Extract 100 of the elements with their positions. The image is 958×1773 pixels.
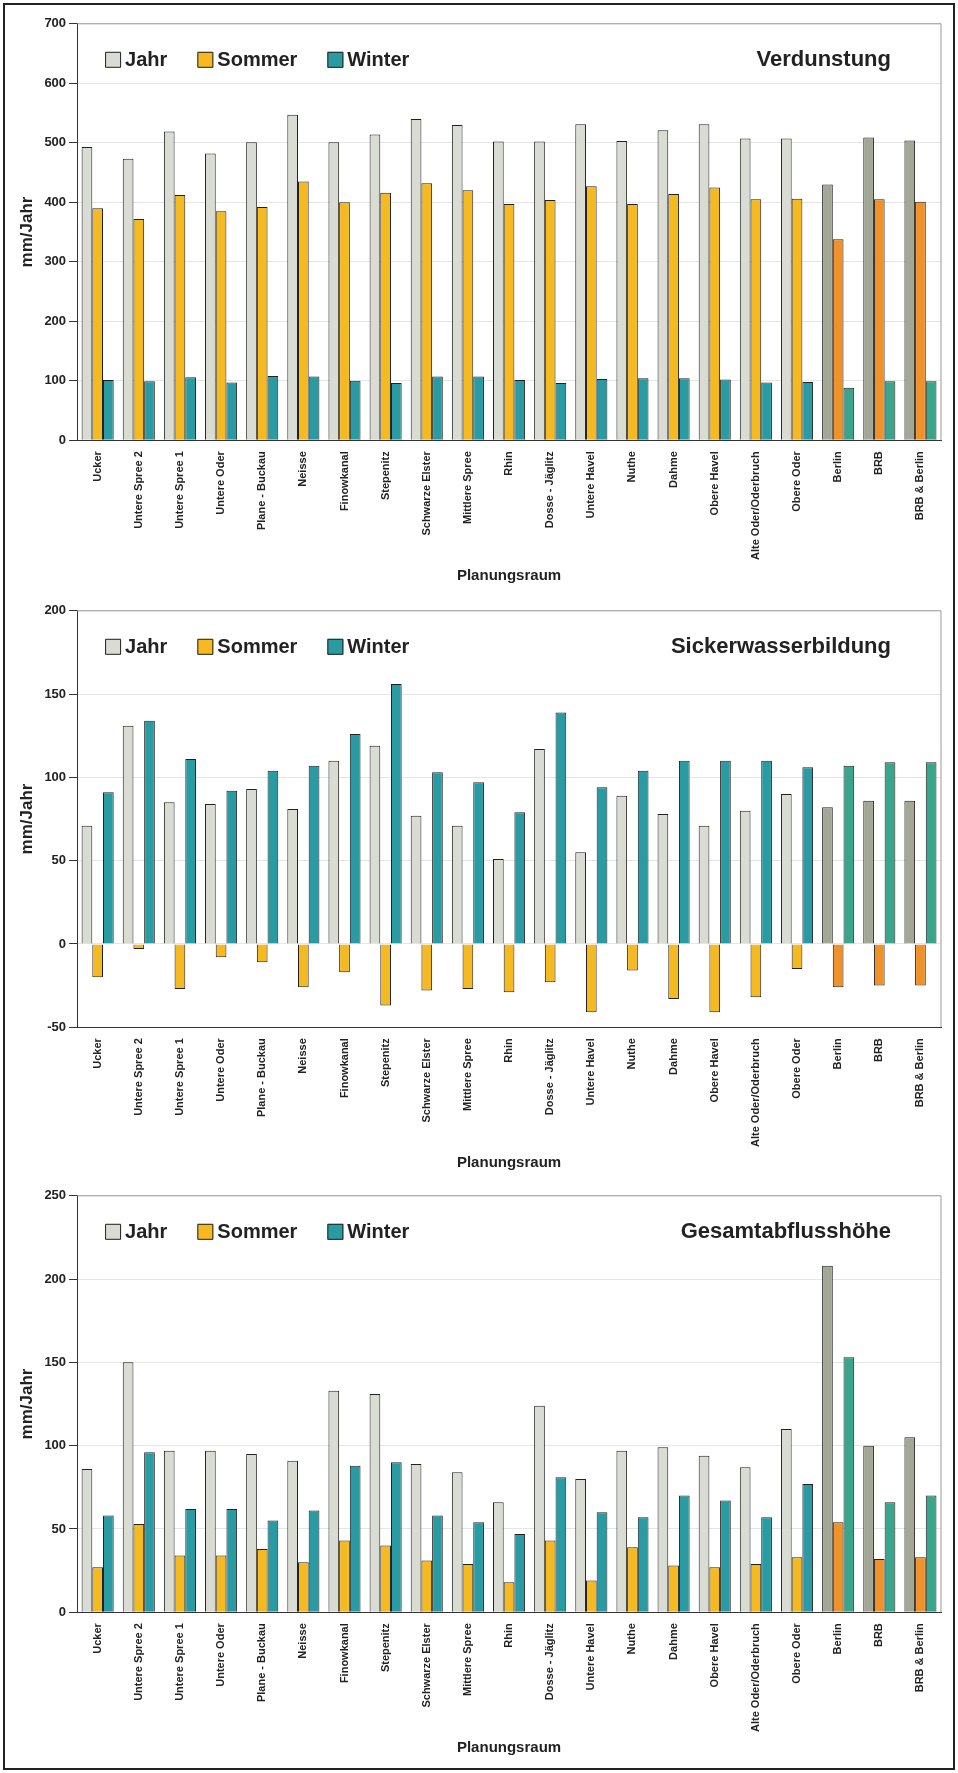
y-tick-label: 100 <box>44 768 67 784</box>
x-tick-label: Neisse <box>296 1623 309 1659</box>
x-tick-label: Dahme <box>666 1038 679 1075</box>
text: Sickerwasserbildung <box>670 632 891 658</box>
x-tick-label: Berlin <box>831 1037 844 1070</box>
x-tick-label: Schwarze Elster <box>419 1622 432 1708</box>
y-axis-title: mm/Jahr <box>16 1368 36 1440</box>
x-tick-label: Obere Havel <box>707 451 720 516</box>
x-tick-label: Finowkanal <box>337 1623 350 1684</box>
y-tick-label: 50 <box>51 852 67 868</box>
x-tick-label: Untere Spree 1 <box>172 1623 185 1701</box>
x-tick-label: Stepenitz <box>378 1622 391 1673</box>
x-tick-label: Obere Oder <box>790 450 803 512</box>
x-tick-label: Finowkanal <box>337 451 350 512</box>
x-tick-label: BRB <box>872 451 885 476</box>
x-tick-label: Plane - Buckau <box>255 1623 268 1703</box>
legend-label: Winter <box>347 48 410 71</box>
y-tick-label: -50 <box>47 1018 67 1034</box>
y-axis-title: mm/Jahr <box>16 783 36 855</box>
y-tick-label: 0 <box>58 431 67 447</box>
x-tick-label: Schwarze Elster <box>419 1037 432 1123</box>
x-tick-label: Untere Spree 2 <box>131 1623 144 1701</box>
text: Gesamtabflusshöhe <box>680 1217 891 1243</box>
x-tick-label: Alte Oder/Oderbruch <box>748 1037 761 1147</box>
x-tick-label: Stepenitz <box>378 450 391 501</box>
y-tick-label: 200 <box>44 312 67 328</box>
x-tick-label: Rhin <box>502 1622 515 1648</box>
x-tick-label: Mittlere Spree <box>460 1038 473 1111</box>
legend-label: Winter <box>347 635 410 658</box>
legend-label: Sommer <box>217 1220 298 1243</box>
x-tick-label: Stepenitz <box>378 1037 391 1088</box>
text: Verdunstung <box>756 45 891 71</box>
x-tick-label: Untere Havel <box>584 1038 597 1106</box>
x-tick-label: Untere Spree 2 <box>131 451 144 529</box>
legend-label: Winter <box>347 1220 410 1243</box>
x-tick-label: BRB <box>872 1038 885 1063</box>
x-tick-label: BRB & Berlin <box>913 1622 926 1693</box>
x-tick-label: Obere Oder <box>790 1037 803 1099</box>
x-tick-label: Ucker <box>90 450 103 482</box>
x-tick-label: Untere Spree 2 <box>131 1038 144 1116</box>
x-tick-label: Nuthe <box>625 1623 638 1655</box>
x-tick-label: Nuthe <box>625 1038 638 1070</box>
x-tick-label: Untere Spree 1 <box>172 451 185 529</box>
x-tick-label: Neisse <box>296 451 309 487</box>
x-tick-label: Dahme <box>666 451 679 488</box>
x-tick-label: Finowkanal <box>337 1038 350 1099</box>
x-tick-label: Dosse - Jäglitz <box>543 1037 556 1116</box>
x-tick-label: Untere Oder <box>214 450 227 515</box>
y-tick-label: 400 <box>44 193 67 209</box>
y-tick-label: 150 <box>44 685 67 701</box>
x-tick-label: Nuthe <box>625 451 638 483</box>
x-tick-label: Schwarze Elster <box>419 450 432 536</box>
x-tick-label: Dosse - Jäglitz <box>543 1622 556 1701</box>
y-tick-label: 700 <box>44 15 67 31</box>
y-tick-label: 250 <box>44 1187 67 1203</box>
x-tick-label: BRB & Berlin <box>913 1037 926 1108</box>
y-tick-label: 0 <box>58 1603 67 1619</box>
y-tick-label: 100 <box>44 372 67 388</box>
x-tick-label: Untere Oder <box>214 1037 227 1102</box>
x-tick-label: Berlin <box>831 1622 844 1655</box>
y-tick-label: 600 <box>44 74 67 90</box>
x-tick-label: Obere Havel <box>707 1623 720 1688</box>
x-tick-label: BRB <box>872 1623 885 1648</box>
x-tick-label: Untere Oder <box>214 1622 227 1687</box>
legend-label: Sommer <box>217 48 298 71</box>
x-tick-label: BRB & Berlin <box>913 450 926 521</box>
x-tick-label: Dosse - Jäglitz <box>543 450 556 529</box>
x-tick-label: Mittlere Spree <box>460 451 473 524</box>
x-tick-label: Obere Oder <box>790 1622 803 1684</box>
y-tick-label: 200 <box>44 1270 67 1286</box>
y-tick-label: 500 <box>44 134 67 150</box>
x-axis-title: Planungsraum <box>456 1153 562 1171</box>
y-axis-title: mm/Jahr <box>16 196 36 268</box>
y-tick-label: 0 <box>58 935 67 951</box>
x-axis-title: Planungsraum <box>456 566 562 584</box>
x-tick-label: Ucker <box>90 1037 103 1069</box>
y-tick-label: 150 <box>44 1353 67 1369</box>
legend-label: Sommer <box>217 635 298 658</box>
x-tick-label: Berlin <box>831 450 844 483</box>
x-tick-label: Plane - Buckau <box>255 451 268 531</box>
x-tick-label: Untere Havel <box>584 451 597 519</box>
y-tick-label: 50 <box>51 1520 67 1536</box>
x-tick-label: Dahme <box>666 1623 679 1660</box>
y-tick-label: 300 <box>44 253 67 269</box>
legend-label: Jahr <box>125 1220 168 1243</box>
x-tick-label: Ucker <box>90 1622 103 1654</box>
x-tick-label: Rhin <box>502 450 515 476</box>
legend-label: Jahr <box>125 635 168 658</box>
x-tick-label: Mittlere Spree <box>460 1623 473 1696</box>
x-tick-label: Neisse <box>296 1038 309 1074</box>
x-tick-label: Rhin <box>502 1037 515 1063</box>
x-tick-label: Obere Havel <box>707 1038 720 1103</box>
x-axis-title: Planungsraum <box>456 1738 562 1756</box>
x-tick-label: Alte Oder/Oderbruch <box>748 450 761 560</box>
legend-label: Jahr <box>125 48 168 71</box>
x-tick-label: Untere Spree 1 <box>172 1038 185 1116</box>
y-tick-label: 200 <box>44 602 67 618</box>
x-tick-label: Untere Havel <box>584 1623 597 1691</box>
y-tick-label: 100 <box>44 1437 67 1453</box>
x-tick-label: Alte Oder/Oderbruch <box>748 1622 761 1732</box>
